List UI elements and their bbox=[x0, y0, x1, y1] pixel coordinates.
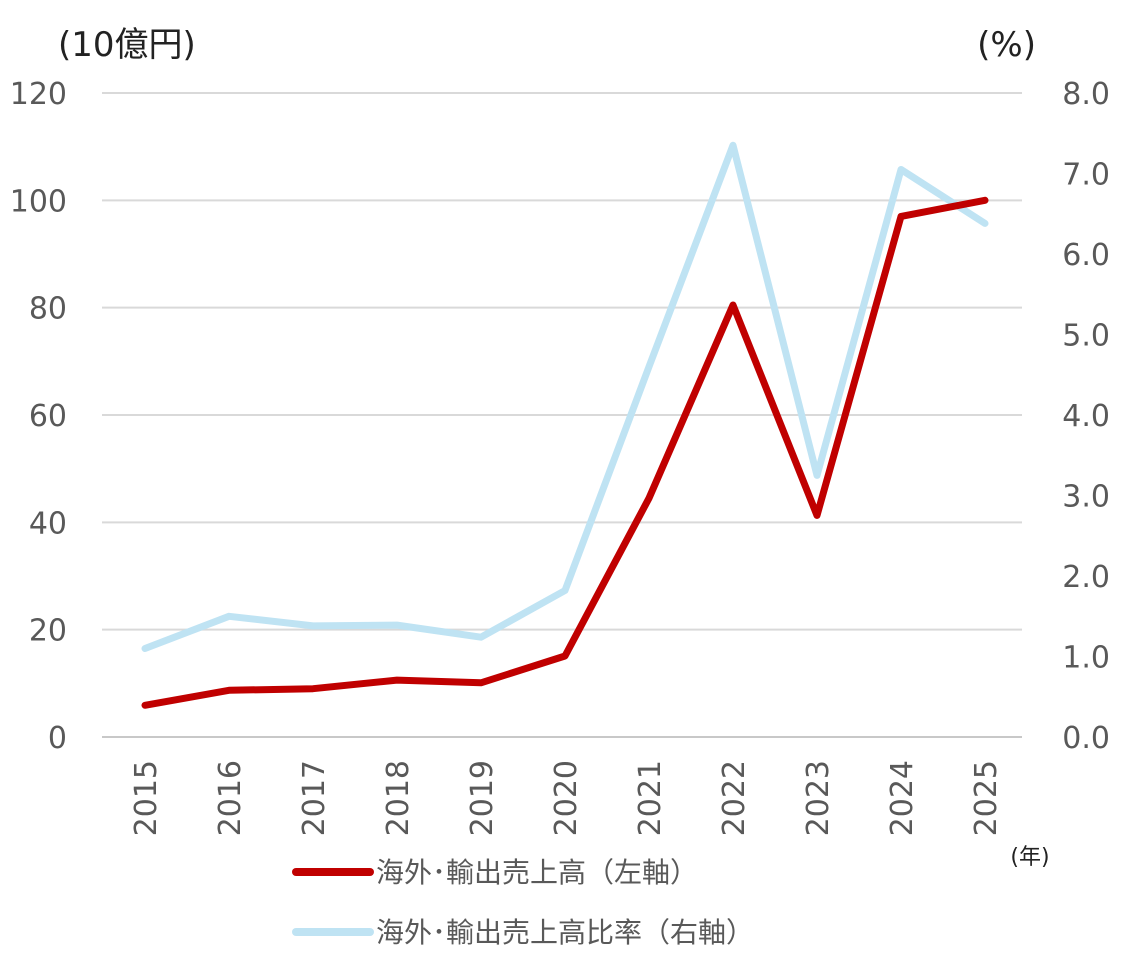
x-axis-unit: (年) bbox=[1010, 845, 1049, 870]
x-tick-label: 2020 bbox=[549, 760, 584, 836]
x-tick-label: 2025 bbox=[969, 760, 1004, 836]
left-tick-label: 40 bbox=[29, 506, 67, 541]
left-tick-label: 60 bbox=[29, 399, 67, 434]
right-tick-label: 6.0 bbox=[1062, 238, 1110, 273]
right-tick-label: 5.0 bbox=[1062, 319, 1110, 354]
left-tick-label: 0 bbox=[48, 721, 67, 756]
x-tick-label: 2022 bbox=[717, 760, 752, 836]
right-tick-label: 3.0 bbox=[1062, 480, 1110, 515]
legend: 海外･輸出売上高（左軸） 海外･輸出売上高比率（右軸） bbox=[292, 856, 754, 949]
left-tick-label: 80 bbox=[29, 292, 67, 327]
left-tick-label: 100 bbox=[10, 184, 67, 219]
x-tick-label: 2017 bbox=[297, 760, 332, 836]
right-tick-label: 2.0 bbox=[1062, 560, 1110, 595]
legend-label-export-sales: 海外･輸出売上高（左軸） bbox=[376, 856, 698, 889]
right-axis-ticks: 0.0 1.0 2.0 3.0 4.0 5.0 6.0 7.0 8.0 bbox=[1062, 77, 1110, 756]
series-lines bbox=[141, 141, 989, 709]
x-tick-label: 2021 bbox=[633, 760, 668, 836]
x-tick-label: 2018 bbox=[381, 760, 416, 836]
x-tick-label: 2015 bbox=[129, 760, 164, 836]
gridlines bbox=[102, 92, 1022, 738]
right-axis-unit: (%) bbox=[977, 25, 1036, 65]
left-axis-unit: (10億円) bbox=[58, 25, 196, 65]
series-line-export-sales bbox=[141, 196, 989, 709]
series-line-export-ratio bbox=[141, 141, 989, 652]
left-tick-label: 20 bbox=[29, 614, 67, 649]
left-axis-ticks: 0 20 40 60 80 100 120 bbox=[10, 77, 67, 756]
right-tick-label: 8.0 bbox=[1062, 77, 1110, 112]
right-tick-label: 7.0 bbox=[1062, 158, 1110, 193]
x-axis-ticks: 2015 2016 2017 2018 2019 2020 2021 2022 2023 2024… bbox=[129, 760, 1004, 836]
x-tick-label: 2024 bbox=[885, 760, 920, 836]
left-tick-label: 120 bbox=[10, 77, 67, 112]
right-tick-label: 0.0 bbox=[1062, 721, 1110, 756]
x-tick-label: 2019 bbox=[465, 760, 500, 836]
x-tick-label: 2016 bbox=[213, 760, 248, 836]
x-tick-label: 2023 bbox=[801, 760, 836, 836]
right-tick-label: 4.0 bbox=[1062, 399, 1110, 434]
right-tick-label: 1.0 bbox=[1062, 641, 1110, 676]
legend-label-export-ratio: 海外･輸出売上高比率（右軸） bbox=[376, 916, 754, 949]
